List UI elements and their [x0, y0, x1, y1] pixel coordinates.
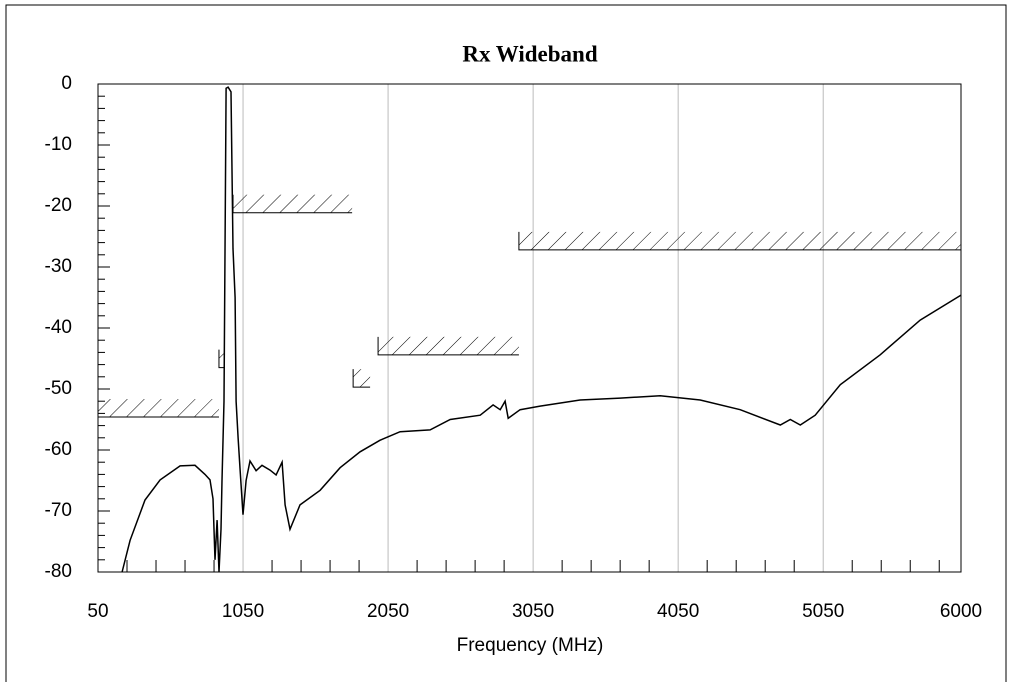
y-tick-label: -70: [45, 500, 72, 521]
y-tick-label: -60: [45, 439, 72, 460]
mask-edge: [377, 336, 519, 356]
mask: [97, 399, 219, 418]
mask-hatch: [218, 349, 225, 368]
mask-hatch: [378, 336, 519, 355]
y-tick-label: -10: [45, 134, 72, 155]
mask-edge: [352, 369, 371, 388]
x-tick-label: 4050: [657, 601, 699, 622]
frame: [5, 4, 1007, 682]
x-axis-label: Frequency (MHz): [457, 635, 604, 656]
mask: [377, 336, 519, 356]
x-tick-label: 2050: [367, 601, 409, 622]
mask-edge: [518, 231, 961, 251]
mask-hatch: [518, 231, 961, 250]
chart-title: Rx Wideband: [462, 41, 598, 66]
y-tick-label: -30: [45, 256, 72, 277]
x-tick-label: 3050: [512, 601, 554, 622]
x-tick-label: 50: [87, 601, 108, 622]
mask: [232, 194, 353, 214]
mask: [352, 369, 371, 388]
mask: [218, 349, 225, 369]
trace: [121, 86, 962, 573]
y-tick-label: 0: [61, 73, 72, 94]
plot-area: [97, 83, 962, 573]
mask: [518, 231, 961, 251]
mask-hatch: [98, 399, 219, 418]
mask-hatch: [353, 369, 371, 388]
y-tick-label: -40: [45, 317, 72, 338]
y-tick-label: -20: [45, 195, 72, 216]
x-tick-label: 1050: [222, 601, 264, 622]
x-tick-label: 5050: [802, 601, 844, 622]
y-tick-label: -80: [45, 561, 72, 582]
mask-edge: [218, 349, 225, 369]
y-tick-label: -50: [45, 378, 72, 399]
mask-hatch: [233, 194, 353, 213]
mask-edge: [97, 399, 219, 418]
x-tick-label: 6000: [940, 601, 982, 622]
